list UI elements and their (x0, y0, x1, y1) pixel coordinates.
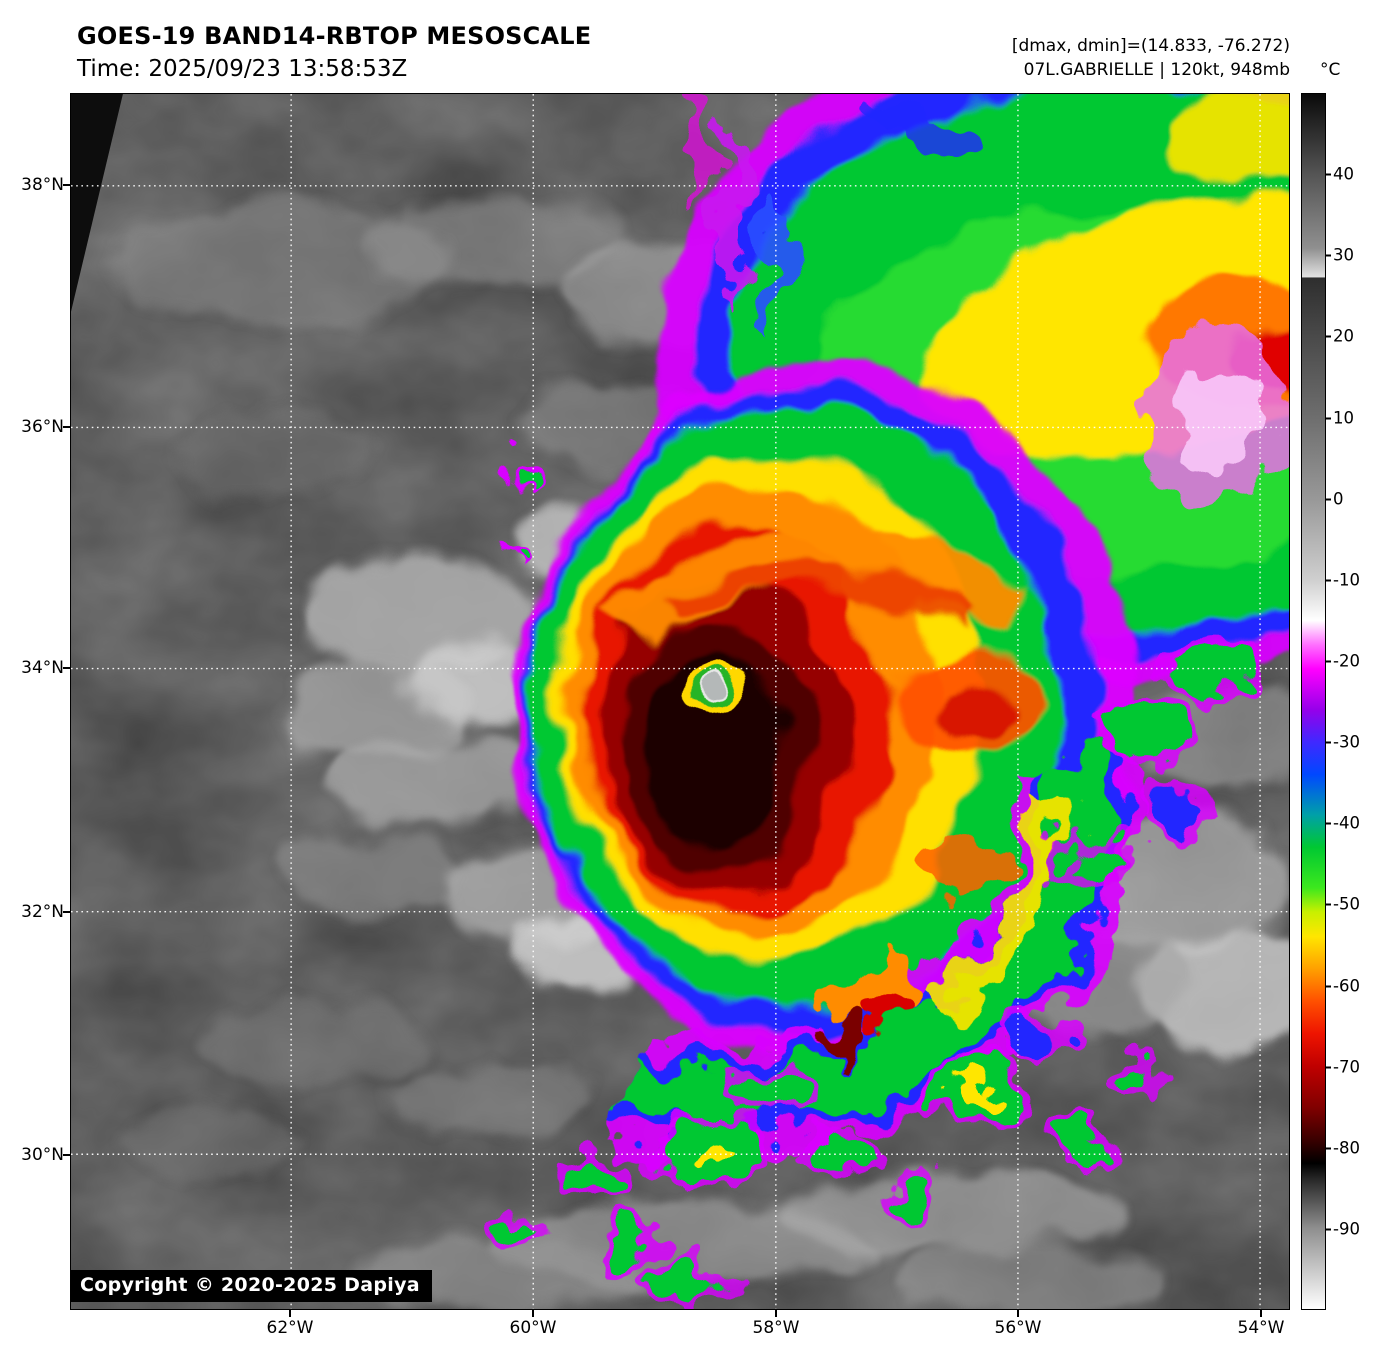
lat-label-32n: 32°N (21, 902, 64, 922)
colorbar-tick: 20 (1325, 326, 1354, 346)
colorbar-tick-labels: 40 30 20 10 0 -10 -20 -30 -40 -50 -60 -7… (1325, 93, 1385, 1310)
colorbar (1301, 93, 1326, 1310)
y-axis-tick (63, 1154, 70, 1156)
scan-edge-wedge (71, 94, 123, 312)
gravity-wave-streaks (684, 94, 987, 334)
lat-label-34n: 34°N (21, 658, 64, 678)
scattered-convection (493, 328, 1289, 1309)
lon-label-60w: 60°W (509, 1318, 557, 1338)
colorbar-tick: 10 (1325, 408, 1354, 428)
colorbar-tick: 30 (1325, 245, 1354, 265)
colorbar-unit-label: °C (1320, 60, 1341, 80)
map-area: Copyright © 2020-2025 Dapiya (70, 93, 1290, 1310)
x-axis-tick (1017, 1310, 1019, 1317)
lon-label-56w: 56°W (994, 1318, 1042, 1338)
lat-label-38n: 38°N (21, 175, 64, 195)
lon-label-58w: 58°W (752, 1318, 800, 1338)
lat-label-30n: 30°N (21, 1145, 64, 1165)
colorbar-tick: -60 (1325, 976, 1360, 996)
x-axis-tick (1260, 1310, 1262, 1317)
y-axis-tick (63, 426, 70, 428)
y-axis-tick (63, 184, 70, 186)
hurricane-eye (689, 668, 750, 712)
colorbar-tick: -70 (1325, 1057, 1360, 1077)
x-axis-tick (532, 1310, 534, 1317)
storm-info: 07L.GABRIELLE | 120kt, 948mb (1023, 60, 1290, 80)
colorbar-tick: -50 (1325, 894, 1360, 914)
y-axis-tick (63, 667, 70, 669)
page-title: GOES-19 BAND14-RBTOP MESOSCALE (77, 22, 592, 50)
timestamp: Time: 2025/09/23 13:58:53Z (77, 56, 408, 82)
colorbar-tick: -30 (1325, 732, 1360, 752)
lon-label-54w: 54°W (1237, 1318, 1285, 1338)
x-axis-tick (289, 1310, 291, 1317)
colorbar-tick: 40 (1325, 164, 1354, 184)
lon-label-62w: 62°W (266, 1318, 314, 1338)
lat-label-36n: 36°N (21, 417, 64, 437)
colorbar-tick: 0 (1325, 489, 1344, 509)
colorbar-tick: -40 (1325, 813, 1360, 833)
copyright-watermark: Copyright © 2020-2025 Dapiya (71, 1270, 432, 1302)
dmax-dmin-readout: [dmax, dmin]=(14.833, -76.272) (1011, 36, 1290, 56)
grid-lines (71, 94, 1289, 1309)
y-axis-tick (63, 911, 70, 913)
colorbar-tick: -20 (1325, 651, 1360, 671)
colorbar-tick: -80 (1325, 1138, 1360, 1158)
colorbar-tick: -10 (1325, 570, 1360, 590)
satellite-imagery (71, 94, 1289, 1309)
colorbar-gradient (1302, 94, 1325, 1309)
x-axis-tick (775, 1310, 777, 1317)
colorbar-tick: -90 (1325, 1219, 1360, 1239)
